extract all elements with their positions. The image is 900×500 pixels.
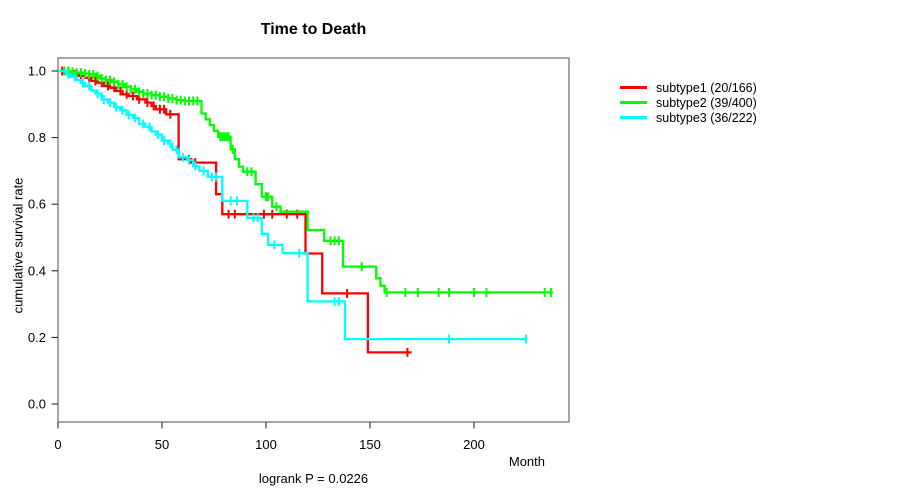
- x-axis-tick-label: 200: [463, 437, 485, 452]
- legend-label-subtype3: subtype3 (36/222): [656, 110, 757, 125]
- km-curve-subtype2: [58, 69, 553, 294]
- legend-line-swatch-subtype1: [620, 86, 647, 89]
- y-axis-tick-label: 1.0: [28, 64, 46, 79]
- y-axis-tick-label: 0.4: [28, 263, 46, 278]
- y-axis-tick-label: 0.0: [28, 397, 46, 412]
- legend-line-swatch-subtype2: [620, 101, 647, 104]
- x-axis-tick-label: 0: [54, 437, 61, 452]
- legend-label-subtype1: subtype1 (20/166): [656, 80, 757, 95]
- legend: subtype1 (20/166) subtype2 (39/400) subt…: [620, 80, 757, 125]
- y-axis-tick-label: 0.6: [28, 197, 46, 212]
- km-curve-subtype3: [58, 69, 526, 341]
- legend-item-subtype3: subtype3 (36/222): [620, 110, 757, 125]
- y-axis-label: cumulative survival rate: [10, 177, 26, 314]
- plot-box: [57, 57, 570, 423]
- x-axis-tick-label: 150: [359, 437, 381, 452]
- x-axis-tick-label: 100: [255, 437, 277, 452]
- legend-label-subtype2: subtype2 (39/400): [656, 95, 757, 110]
- legend-line-swatch-subtype3: [620, 116, 647, 119]
- legend-item-subtype1: subtype1 (20/166): [620, 80, 757, 95]
- x-axis-tick-label: 50: [155, 437, 169, 452]
- legend-item-subtype2: subtype2 (39/400): [620, 95, 757, 110]
- y-axis-tick-label: 0.2: [28, 330, 46, 345]
- chart-title: Time to Death: [260, 21, 367, 38]
- logrank-pvalue-text: logrank P = 0.0226: [258, 471, 369, 486]
- x-axis-label: Month: [508, 454, 545, 469]
- y-axis-tick-label: 0.8: [28, 130, 46, 145]
